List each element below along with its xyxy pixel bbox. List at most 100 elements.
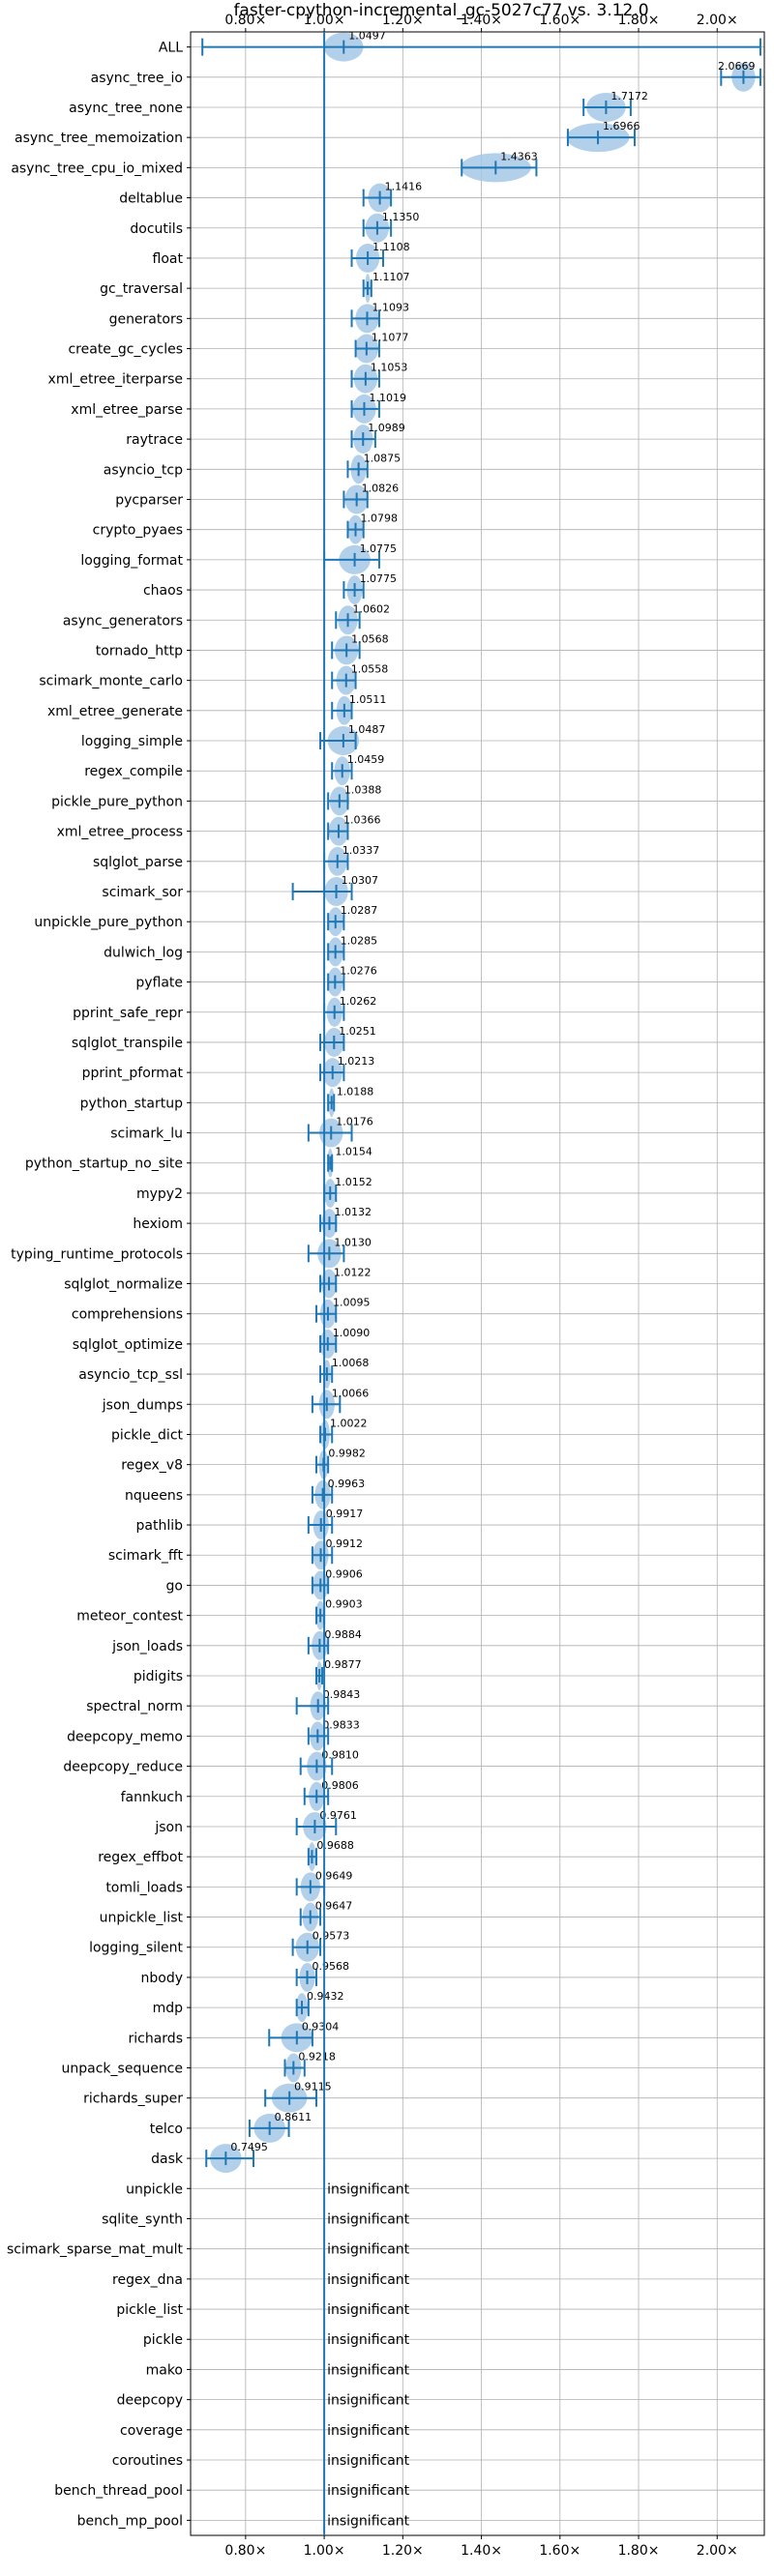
value-label: 0.7495 <box>230 2141 268 2153</box>
insignificant-label: insignificant <box>327 2181 410 2197</box>
y-tick-label: xml_etree_generate <box>47 704 183 719</box>
y-tick-label: nbody <box>141 1971 184 1986</box>
y-tick-label: coroutines <box>112 2453 183 2469</box>
value-label: 1.0130 <box>334 1236 372 1248</box>
y-tick-label: comprehensions <box>72 1307 183 1323</box>
value-label: 1.1416 <box>385 181 423 193</box>
value-label: 1.0251 <box>339 1025 376 1038</box>
insignificant-label: insignificant <box>327 2513 410 2529</box>
x-tick-label-top: 1.60× <box>539 13 580 28</box>
y-tick-label: generators <box>109 311 183 327</box>
y-tick-label: chaos <box>143 583 183 599</box>
y-tick-label: go <box>166 1578 183 1594</box>
value-label: 0.9688 <box>316 1839 354 1852</box>
value-label: 1.0775 <box>360 542 398 555</box>
y-tick-label: deepcopy <box>117 2393 183 2409</box>
value-label: 1.0602 <box>353 602 391 615</box>
y-tick-label: coverage <box>120 2423 183 2439</box>
value-label: 1.0388 <box>344 783 382 796</box>
value-label: 1.0122 <box>334 1267 372 1279</box>
value-label: 1.1053 <box>371 362 408 374</box>
value-label: 0.9833 <box>322 1718 360 1731</box>
y-tick-label: pathlib <box>136 1518 184 1534</box>
value-label: 1.1108 <box>372 241 410 253</box>
y-tick-label: richards <box>129 2031 184 2046</box>
x-tick-label-top: 1.20× <box>382 13 424 28</box>
x-tick-label-bottom: 1.40× <box>461 2543 502 2559</box>
y-tick-label: meteor_contest <box>76 1609 183 1625</box>
value-label: 1.0176 <box>336 1116 373 1128</box>
y-tick-label: python_startup <box>80 1096 183 1111</box>
y-tick-label: unpickle <box>126 2181 183 2197</box>
y-tick-label: pprint_pformat <box>82 1066 184 1081</box>
x-tick-label-bottom: 1.20× <box>382 2543 424 2559</box>
value-label: 1.1350 <box>382 211 420 223</box>
y-tick-label: docutils <box>130 221 183 237</box>
y-tick-label: unpickle_list <box>100 1911 184 1926</box>
y-tick-label: pickle_dict <box>111 1427 184 1443</box>
value-label: 0.9761 <box>319 1809 357 1822</box>
y-tick-label: json_dumps <box>102 1397 183 1413</box>
value-label: 1.0276 <box>340 965 377 978</box>
insignificant-label: insignificant <box>327 2332 410 2348</box>
y-tick-label: regex_effbot <box>98 1850 183 1865</box>
x-tick-label-top: 1.00× <box>304 13 345 28</box>
x-tick-label-top: 2.00× <box>697 13 738 28</box>
y-tick-label: scimark_monte_carlo <box>39 674 183 689</box>
y-tick-label: sqlglot_normalize <box>64 1277 183 1293</box>
x-tick-label-bottom: 1.60× <box>539 2543 580 2559</box>
y-tick-label: async_tree_io <box>91 71 183 86</box>
value-label: 0.9806 <box>321 1779 359 1792</box>
value-label: 1.7172 <box>610 90 648 102</box>
y-tick-label: asyncio_tcp_ssl <box>78 1367 183 1383</box>
y-tick-label: deepcopy_reduce <box>63 1760 183 1775</box>
value-label: 1.0511 <box>349 693 387 706</box>
y-tick-label: async_tree_cpu_io_mixed <box>11 161 183 176</box>
axes: 0.80× 0.80× 1.00× 1.00× 1.20× 1.20× 1.40× 1.40×… <box>7 13 765 2559</box>
y-tick-label: tornado_http <box>96 643 183 659</box>
y-tick-label: logging_simple <box>81 734 183 749</box>
y-tick-label: pidigits <box>134 1669 183 1684</box>
y-tick-label: crypto_pyaes <box>93 523 183 539</box>
y-tick-label: pickle_list <box>116 2302 183 2318</box>
insignificant-label: insignificant <box>327 2302 410 2318</box>
value-label: 1.0459 <box>347 753 385 766</box>
value-label: 1.1019 <box>369 392 406 404</box>
value-label: 1.0213 <box>338 1055 375 1068</box>
value-label: 1.0154 <box>335 1146 372 1158</box>
y-tick-label: python_startup_no_site <box>25 1156 183 1172</box>
value-label: 0.9903 <box>325 1598 363 1611</box>
value-label: 1.0090 <box>333 1327 371 1339</box>
value-label: 2.0669 <box>718 60 756 73</box>
value-label: 0.9568 <box>313 1960 350 1973</box>
y-tick-label: ALL <box>159 41 183 56</box>
y-tick-label: sqlglot_transpile <box>72 1036 183 1051</box>
value-label: 1.0262 <box>340 995 377 1008</box>
insignificant-label: insignificant <box>327 2453 410 2469</box>
x-tick-label-top: 1.40× <box>461 13 502 28</box>
y-tick-label: mypy2 <box>136 1186 183 1202</box>
value-label: 1.0497 <box>348 30 386 43</box>
insignificant-label: insignificant <box>327 2272 410 2288</box>
y-tick-label: regex_v8 <box>121 1458 183 1474</box>
y-tick-label: tomli_loads <box>105 1880 183 1895</box>
y-tick-label: scimark_sparse_mat_mult <box>7 2242 183 2258</box>
y-tick-label: sqlglot_parse <box>93 855 183 870</box>
value-label: 1.0826 <box>362 482 400 494</box>
insignificant-label: insignificant <box>327 2211 410 2227</box>
y-tick-label: regex_dna <box>112 2272 183 2288</box>
y-tick-label: deltablue <box>119 191 183 207</box>
y-tick-label: typing_runtime_protocols <box>11 1246 183 1262</box>
y-tick-label: scimark_sor <box>102 885 183 900</box>
value-label: 1.0366 <box>343 814 381 827</box>
x-tick-label-bottom: 2.00× <box>697 2543 738 2559</box>
value-label: 1.0152 <box>335 1176 372 1188</box>
value-label: 1.0568 <box>351 632 389 645</box>
y-tick-label: async_generators <box>63 613 183 629</box>
value-label: 1.1093 <box>372 301 409 313</box>
value-label: 0.9917 <box>326 1508 364 1520</box>
y-tick-label: raytrace <box>126 432 183 448</box>
y-tick-label: async_tree_memoization <box>15 131 183 146</box>
insignificant-label: insignificant <box>327 2362 410 2378</box>
